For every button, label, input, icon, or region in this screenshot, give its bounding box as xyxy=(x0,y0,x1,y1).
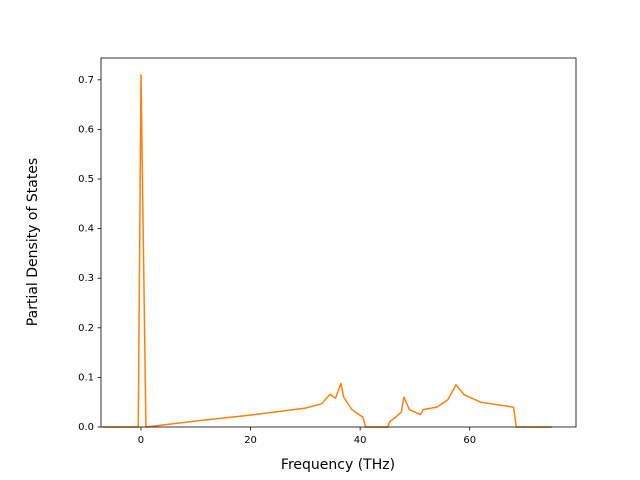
y-tick-label: 0.1 xyxy=(78,372,94,383)
plot-frame xyxy=(100,57,577,428)
y-tick-label: 0.6 xyxy=(78,124,94,135)
y-tick-label: 0.5 xyxy=(78,174,94,185)
y-tick-label: 0.2 xyxy=(78,323,94,334)
x-tick-label: 60 xyxy=(463,435,476,446)
y-tick-label: 0.0 xyxy=(78,422,94,433)
y-axis-label: Partial Density of States xyxy=(25,158,41,326)
x-tick-label: 40 xyxy=(354,435,367,446)
y-tick-label: 0.4 xyxy=(78,224,94,235)
x-tick-label: 20 xyxy=(244,435,257,446)
y-tick-label: 0.7 xyxy=(78,75,94,86)
x-axis-label: Frequency (THz) xyxy=(281,457,395,473)
y-tick-label: 0.3 xyxy=(78,273,94,284)
data-line xyxy=(102,74,552,428)
x-tick-label: 0 xyxy=(138,435,144,446)
